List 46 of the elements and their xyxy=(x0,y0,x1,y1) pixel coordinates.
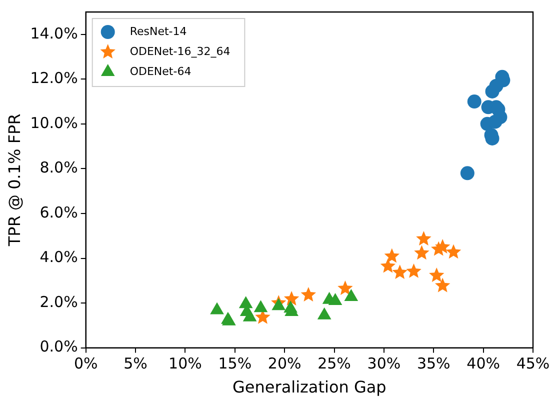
point xyxy=(380,258,396,273)
y-tick-label: 4.0% xyxy=(40,248,78,266)
legend-label: ODENet-16_32_64 xyxy=(130,44,230,58)
legend-label: ResNet-14 xyxy=(130,24,187,38)
x-tick-label: 30% xyxy=(367,354,401,373)
point xyxy=(485,84,500,98)
y-axis-title: TPR @ 0.1% FPR xyxy=(4,114,24,248)
point xyxy=(392,264,408,280)
point xyxy=(429,267,444,282)
y-tick-label: 14.0% xyxy=(30,24,78,42)
point xyxy=(467,94,482,109)
point xyxy=(416,231,432,246)
y-tick-label: 6.0% xyxy=(40,203,78,222)
point xyxy=(384,248,400,263)
point xyxy=(414,245,430,260)
point xyxy=(446,244,462,259)
x-tick-label: 40% xyxy=(466,354,500,373)
x-tick-label: 35% xyxy=(416,354,450,373)
x-axis-title: Generalization Gap xyxy=(232,378,386,397)
point xyxy=(317,307,332,320)
y-tick-label: 2.0% xyxy=(40,292,78,311)
point xyxy=(210,302,224,314)
x-tick-label: 20% xyxy=(268,354,302,373)
point xyxy=(434,278,450,292)
y-tick-label: 0.0% xyxy=(40,338,78,356)
y-tick-label: 8.0% xyxy=(40,158,78,177)
point xyxy=(488,114,502,129)
legend-label: ODENet-64 xyxy=(130,64,192,78)
x-tick-label: 0% xyxy=(74,354,98,373)
x-tick-label: 45% xyxy=(516,354,550,373)
x-tick-label: 15% xyxy=(218,354,252,373)
point xyxy=(406,263,422,278)
point xyxy=(254,300,268,312)
x-tick-label: 25% xyxy=(318,354,351,373)
point xyxy=(344,288,358,301)
x-tick-label: 10% xyxy=(168,354,202,373)
y-tick-label: 12.0% xyxy=(30,69,78,88)
point xyxy=(328,293,342,306)
point xyxy=(460,166,474,180)
point xyxy=(284,300,298,313)
point xyxy=(300,286,316,302)
point xyxy=(272,298,286,310)
point xyxy=(284,290,300,306)
point xyxy=(338,280,353,295)
y-tick-label: 10.0% xyxy=(30,114,78,132)
x-tick-label: 5% xyxy=(124,354,148,373)
